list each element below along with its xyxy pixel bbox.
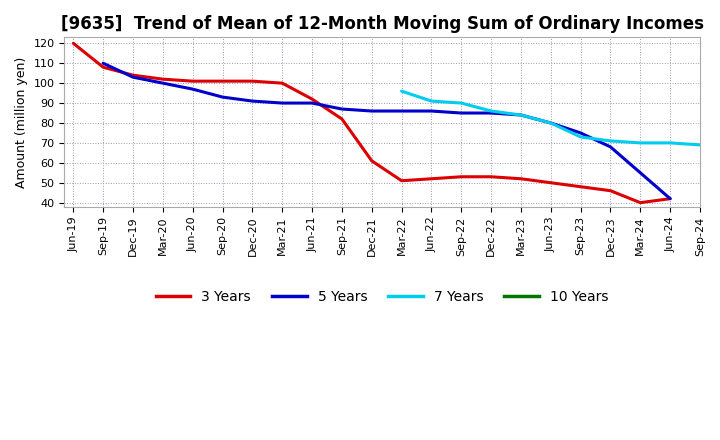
3 Years <box>69 40 78 46</box>
3 Years <box>397 178 406 183</box>
5 Years <box>457 110 466 116</box>
Y-axis label: Amount (million yen): Amount (million yen) <box>15 56 28 187</box>
5 Years <box>99 61 107 66</box>
3 Years <box>546 180 555 185</box>
7 Years <box>546 121 555 126</box>
5 Years <box>248 99 257 104</box>
5 Years <box>189 87 197 92</box>
3 Years <box>427 176 436 181</box>
5 Years <box>636 170 644 176</box>
3 Years <box>517 176 526 181</box>
Title: [9635]  Trend of Mean of 12-Month Moving Sum of Ordinary Incomes: [9635] Trend of Mean of 12-Month Moving … <box>60 15 703 33</box>
5 Years <box>517 112 526 117</box>
7 Years <box>576 134 585 139</box>
3 Years <box>129 73 138 78</box>
5 Years <box>307 100 316 106</box>
5 Years <box>576 130 585 136</box>
5 Years <box>129 74 138 80</box>
3 Years <box>666 196 675 202</box>
3 Years <box>367 158 376 164</box>
3 Years <box>278 81 287 86</box>
7 Years <box>457 100 466 106</box>
5 Years <box>278 100 287 106</box>
7 Years <box>606 138 615 143</box>
3 Years <box>487 174 495 180</box>
Line: 5 Years: 5 Years <box>103 63 670 199</box>
3 Years <box>307 96 316 102</box>
5 Years <box>487 110 495 116</box>
7 Years <box>397 88 406 94</box>
3 Years <box>189 78 197 84</box>
5 Years <box>427 108 436 114</box>
3 Years <box>576 184 585 189</box>
3 Years <box>338 116 346 121</box>
Legend: 3 Years, 5 Years, 7 Years, 10 Years: 3 Years, 5 Years, 7 Years, 10 Years <box>150 285 614 310</box>
3 Years <box>606 188 615 193</box>
3 Years <box>636 200 644 205</box>
Line: 3 Years: 3 Years <box>73 43 670 203</box>
5 Years <box>397 108 406 114</box>
Line: 7 Years: 7 Years <box>402 91 700 145</box>
3 Years <box>457 174 466 180</box>
7 Years <box>517 112 526 117</box>
5 Years <box>546 121 555 126</box>
5 Years <box>367 108 376 114</box>
5 Years <box>338 106 346 112</box>
5 Years <box>606 144 615 150</box>
7 Years <box>666 140 675 146</box>
7 Years <box>636 140 644 146</box>
3 Years <box>218 78 227 84</box>
5 Years <box>666 196 675 202</box>
7 Years <box>427 99 436 104</box>
5 Years <box>158 81 167 86</box>
5 Years <box>218 95 227 100</box>
3 Years <box>99 65 107 70</box>
7 Years <box>696 142 704 147</box>
3 Years <box>248 78 257 84</box>
7 Years <box>487 108 495 114</box>
3 Years <box>158 77 167 82</box>
